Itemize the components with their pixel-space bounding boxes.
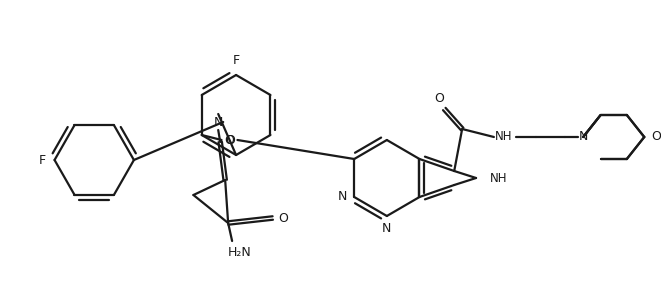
Text: N: N: [382, 221, 391, 234]
Text: NH: NH: [495, 131, 512, 144]
Text: O: O: [278, 212, 288, 225]
Text: H₂N: H₂N: [228, 247, 252, 260]
Text: O: O: [225, 134, 235, 147]
Text: N: N: [214, 116, 223, 129]
Text: O: O: [225, 134, 235, 147]
Text: N: N: [578, 131, 588, 144]
Text: F: F: [39, 153, 46, 166]
Text: O: O: [651, 131, 661, 144]
Text: NH: NH: [490, 171, 508, 184]
Text: N: N: [338, 190, 347, 203]
Text: O: O: [434, 92, 444, 105]
Text: F: F: [233, 55, 240, 68]
